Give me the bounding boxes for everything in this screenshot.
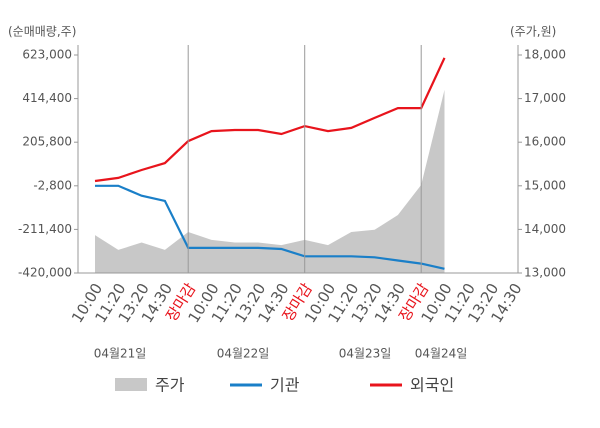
y2-tick-label: 17,000 — [524, 91, 566, 105]
series-line — [95, 184, 445, 270]
legend-label: 외국인 — [410, 376, 454, 395]
date-label: 04월21일 — [94, 347, 147, 361]
y2-tick-label: 13,000 — [524, 266, 566, 280]
y-tick-label: 414,400 — [22, 91, 72, 105]
y2-axis-label: (주가,원) — [510, 25, 556, 39]
y-tick-label: 623,000 — [22, 48, 72, 62]
y-tick-label: 205,800 — [22, 135, 72, 149]
date-label: 04월22일 — [217, 347, 270, 361]
y-tick-label: -2,800 — [33, 178, 72, 192]
y-tick-label: -420,000 — [18, 266, 72, 280]
legend-swatch — [115, 378, 147, 391]
series-line — [94, 57, 446, 183]
legend-label: 기관 — [270, 376, 300, 395]
y2-tick-label: 18,000 — [524, 48, 566, 62]
date-label: 04월24일 — [415, 347, 468, 361]
legend-label: 주가 — [155, 376, 185, 395]
y-tick-label: -211,400 — [18, 222, 72, 236]
price-area — [95, 89, 445, 274]
y-axis-label: (순매매량,주) — [8, 25, 76, 39]
y2-tick-label: 16,000 — [524, 135, 566, 149]
y2-tick-label: 15,000 — [524, 178, 566, 192]
date-label: 04월23일 — [339, 347, 392, 361]
y2-tick-label: 14,000 — [524, 222, 566, 236]
